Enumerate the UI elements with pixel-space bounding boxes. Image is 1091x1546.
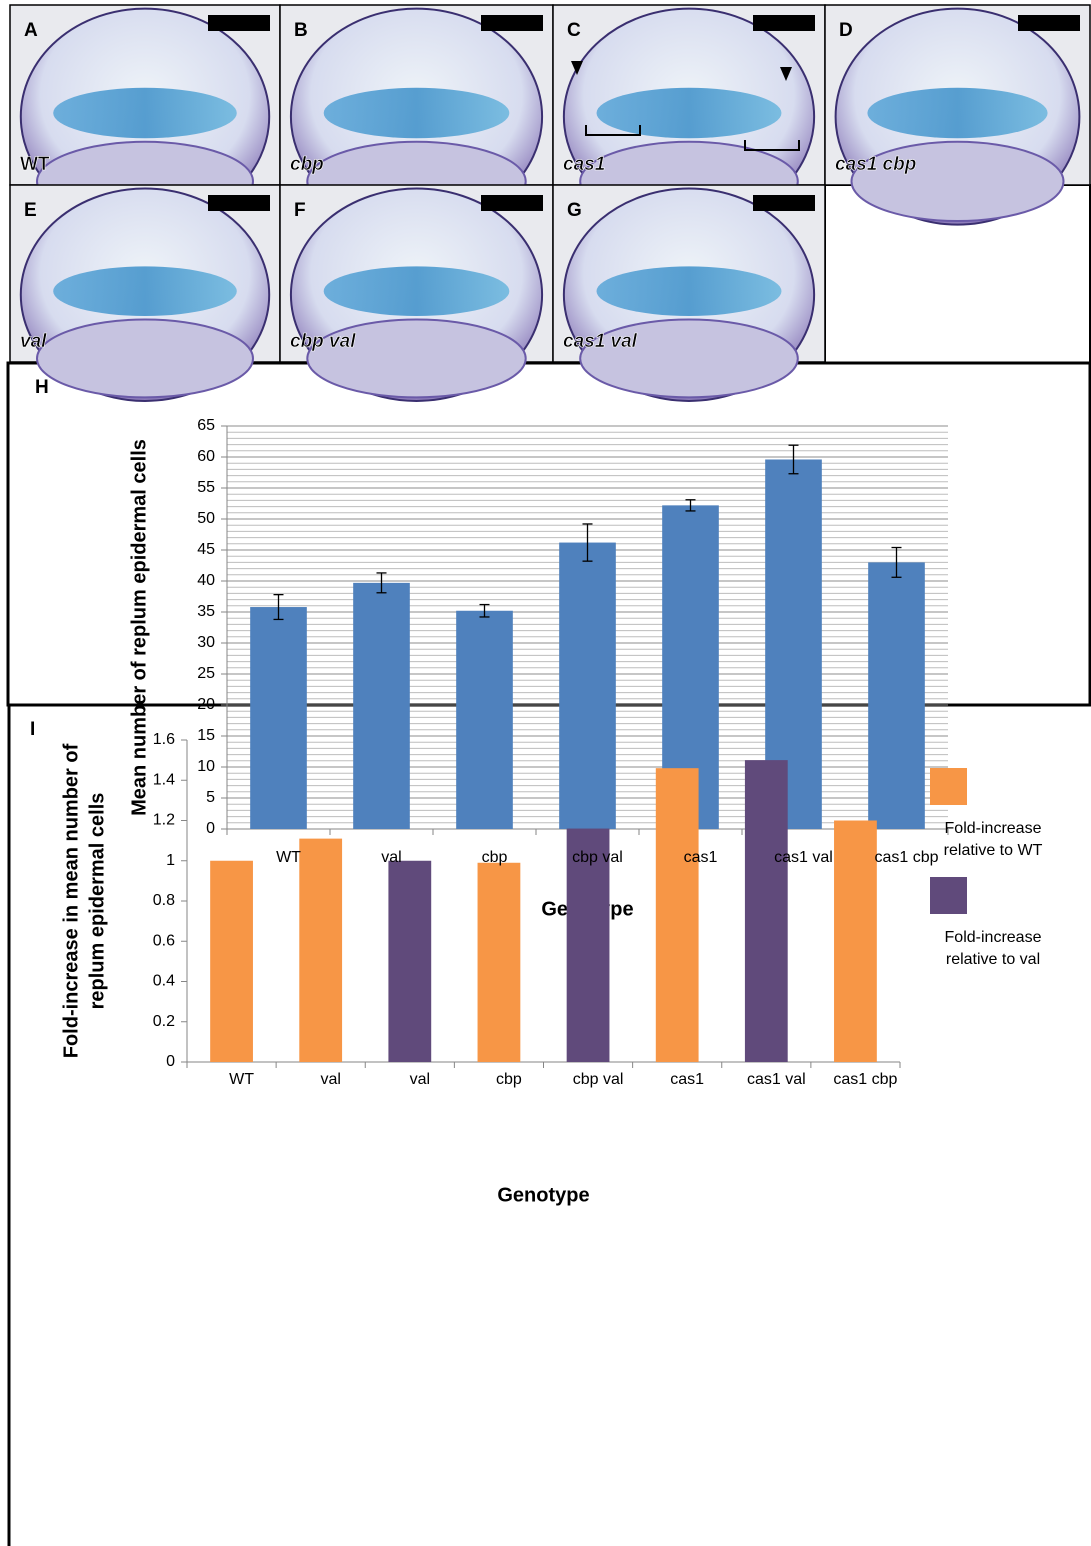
y-tick-label: 1.4 bbox=[153, 771, 175, 788]
y-tick-label: 0.4 bbox=[153, 973, 175, 990]
x-tick-label: cas1 bbox=[636, 1069, 738, 1091]
bar bbox=[456, 611, 513, 829]
lower-tissue bbox=[37, 320, 253, 398]
bar bbox=[210, 861, 253, 1062]
y-tick-label: 65 bbox=[197, 417, 215, 434]
genotype-label: val bbox=[20, 331, 47, 352]
genotype-label: cbp val bbox=[290, 331, 356, 352]
vascular-band bbox=[867, 88, 1047, 138]
y-axis-title: Fold-increase in mean number of bbox=[60, 743, 82, 1058]
bar bbox=[388, 861, 431, 1062]
vascular-band bbox=[53, 266, 237, 316]
y-axis-title: replum epidermal cells bbox=[86, 793, 108, 1010]
scale-bar bbox=[481, 195, 543, 211]
x-tick-label: val bbox=[280, 1069, 382, 1091]
bar bbox=[353, 583, 410, 829]
panel-label: C bbox=[567, 20, 581, 41]
y-tick-label: 1.6 bbox=[153, 731, 175, 748]
x-axis-title: Genotype bbox=[497, 1184, 589, 1206]
y-tick-label: 0 bbox=[166, 1053, 175, 1070]
x-tick-label: val bbox=[342, 847, 442, 869]
y-tick-label: 15 bbox=[197, 727, 215, 744]
vascular-band bbox=[53, 88, 237, 138]
bar bbox=[559, 543, 616, 829]
panel-label: E bbox=[24, 200, 37, 221]
x-tick-label: cas1 bbox=[651, 847, 751, 869]
bar bbox=[868, 562, 925, 829]
x-tick-label: cbp bbox=[458, 1069, 560, 1091]
y-tick-label: 0.2 bbox=[153, 1013, 175, 1030]
y-tick-label: 60 bbox=[197, 448, 215, 465]
panel-label: D bbox=[839, 20, 853, 41]
bar bbox=[656, 768, 699, 1062]
panel-frame bbox=[8, 363, 1090, 705]
x-tick-label: WT bbox=[239, 847, 339, 869]
y-tick-label: 0.6 bbox=[153, 932, 175, 949]
genotype-label: cbp bbox=[290, 154, 324, 175]
scale-bar bbox=[1018, 15, 1080, 31]
panel-label: G bbox=[567, 200, 582, 221]
x-tick-label: cbp val bbox=[547, 1069, 649, 1091]
y-tick-label: 30 bbox=[197, 634, 215, 651]
x-tick-label: cas1 val bbox=[725, 1069, 827, 1091]
y-tick-label: 55 bbox=[197, 479, 215, 496]
x-tick-label: cbp val bbox=[548, 847, 648, 869]
x-tick-label: WT bbox=[191, 1069, 293, 1091]
scale-bar bbox=[208, 15, 270, 31]
y-tick-label: 1.2 bbox=[153, 812, 175, 829]
x-tick-label: cbp bbox=[445, 847, 545, 869]
genotype-label: cas1 cbp bbox=[835, 154, 916, 175]
y-tick-label: 25 bbox=[197, 665, 215, 682]
y-axis-title: Mean number of replum epidermal cells bbox=[128, 439, 150, 816]
vascular-band bbox=[324, 266, 510, 316]
panel-label: B bbox=[294, 20, 308, 41]
y-tick-label: 5 bbox=[206, 789, 215, 806]
y-tick-label: 0.8 bbox=[153, 892, 175, 909]
bar bbox=[250, 607, 307, 829]
figure: AWTBcbpCcas1Dcas1 cbpEvalFcbp valGcas1 v… bbox=[0, 0, 1091, 1546]
bar bbox=[745, 760, 788, 1062]
bar bbox=[299, 839, 342, 1062]
vascular-band bbox=[597, 266, 782, 316]
y-tick-label: 1 bbox=[166, 852, 175, 869]
genotype-label: WT bbox=[20, 154, 50, 175]
scale-bar bbox=[753, 195, 815, 211]
panel-label: F bbox=[294, 200, 306, 221]
panel-label: H bbox=[35, 377, 49, 398]
legend-swatch bbox=[930, 768, 967, 805]
genotype-label: cas1 val bbox=[563, 331, 638, 352]
panel-label: I bbox=[30, 719, 35, 740]
bar bbox=[478, 863, 521, 1062]
vascular-band bbox=[597, 88, 782, 138]
x-tick-label: val bbox=[369, 1069, 471, 1091]
x-tick-label: cas1 cbp bbox=[814, 1069, 916, 1091]
y-tick-label: 10 bbox=[197, 758, 215, 775]
scale-bar bbox=[481, 15, 543, 31]
y-tick-label: 40 bbox=[197, 572, 215, 589]
y-tick-label: 20 bbox=[197, 696, 215, 713]
y-tick-label: 50 bbox=[197, 510, 215, 527]
genotype-label: cas1 bbox=[563, 154, 605, 175]
legend-swatch bbox=[930, 877, 967, 914]
y-tick-label: 35 bbox=[197, 603, 215, 620]
y-tick-label: 45 bbox=[197, 541, 215, 558]
panel-label: A bbox=[24, 20, 38, 41]
y-tick-label: 0 bbox=[206, 820, 215, 837]
scale-bar bbox=[753, 15, 815, 31]
scale-bar bbox=[208, 195, 270, 211]
x-tick-label: cas1 val bbox=[754, 847, 854, 869]
vascular-band bbox=[324, 88, 510, 138]
figure-canvas: AWTBcbpCcas1Dcas1 cbpEvalFcbp valGcas1 v… bbox=[0, 0, 1091, 1546]
legend-label: Fold-increase relative to WT bbox=[918, 818, 1068, 862]
legend-label: Fold-increase relative to val bbox=[918, 927, 1068, 971]
